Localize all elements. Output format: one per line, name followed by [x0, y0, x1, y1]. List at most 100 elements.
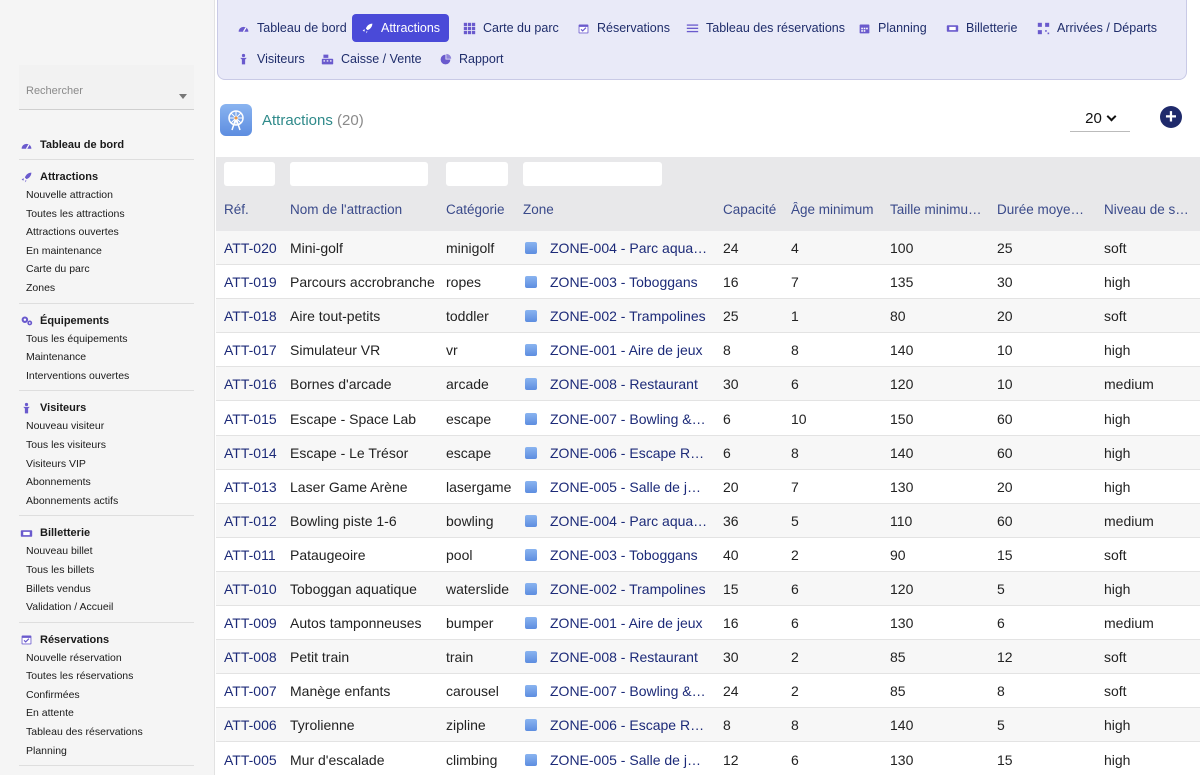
cell-ref-link[interactable]: ATT-009 — [224, 615, 277, 632]
sidebar-heading[interactable]: Équipements — [19, 312, 194, 330]
cell-zone-link[interactable]: ZONE-006 - Escape Rooms — [550, 717, 708, 734]
cell-zone-link[interactable]: ZONE-001 - Aire de jeux — [550, 342, 703, 359]
cell-ref-link[interactable]: ATT-005 — [224, 751, 277, 768]
cell-zone-link[interactable]: ZONE-004 - Parc aquatique — [550, 512, 708, 529]
cell-ref-link[interactable]: ATT-012 — [224, 512, 277, 529]
sidebar-item[interactable]: Tous les billets — [26, 563, 95, 576]
table-row[interactable]: ATT-007 Manège enfants carousel ZONE-007 - … — [216, 674, 1200, 709]
sidebar-item[interactable]: En maintenance — [26, 244, 102, 257]
cell-zone-link[interactable]: ZONE-006 - Escape Rooms — [550, 444, 708, 461]
sidebar-item[interactable]: Tableau des réservations — [26, 726, 143, 739]
column-header[interactable]: Capacité — [723, 202, 777, 217]
tab-reservations[interactable]: Réservations — [568, 14, 679, 42]
sidebar-heading[interactable]: Tableau de bord — [19, 136, 194, 154]
cell-ref-link[interactable]: ATT-016 — [224, 376, 277, 393]
cell-zone-link[interactable]: ZONE-007 - Bowling & Billard — [550, 410, 708, 427]
cell-zone-link[interactable]: ZONE-008 - Restaurant — [550, 376, 698, 393]
sidebar-item[interactable]: Zones — [26, 281, 56, 294]
column-header[interactable]: Catégorie — [446, 202, 505, 217]
sidebar-item[interactable]: Maintenance — [26, 351, 87, 364]
sidebar-item[interactable]: Tous les équipements — [26, 332, 128, 345]
sidebar-heading[interactable]: Billetterie — [19, 524, 194, 542]
sidebar-item[interactable]: Confirmées — [26, 688, 80, 701]
cell-ref-link[interactable]: ATT-007 — [224, 683, 277, 700]
column-header[interactable]: Nom de l'attraction — [290, 202, 403, 217]
tab-tableau-des-reservations[interactable]: Tableau des réservations — [677, 14, 854, 42]
sidebar-heading[interactable]: Attractions — [19, 168, 194, 186]
table-row[interactable]: ATT-013 Laser Game Arène lasergame ZONE-005… — [216, 470, 1200, 504]
sidebar-item[interactable]: Nouveau visiteur — [26, 420, 105, 433]
sidebar-item[interactable]: Interventions ouvertes — [26, 369, 130, 382]
tab-rapport[interactable]: Rapport — [430, 45, 512, 73]
column-header[interactable]: Durée moye… — [997, 202, 1085, 217]
table-row[interactable]: ATT-012 Bowling piste 1-6 bowling ZONE-004 … — [216, 503, 1200, 538]
sidebar-item[interactable]: Abonnements — [26, 476, 91, 489]
cell-ref-link[interactable]: ATT-019 — [224, 274, 277, 291]
filter-name[interactable] — [290, 162, 428, 186]
sidebar-item[interactable]: Tous les visiteurs — [26, 438, 106, 451]
sidebar-item[interactable]: Carte du parc — [26, 263, 90, 276]
cell-ref-link[interactable]: ATT-017 — [224, 342, 277, 359]
cell-zone-link[interactable]: ZONE-005 - Salle de jeux — [550, 751, 708, 768]
cell-ref-link[interactable]: ATT-011 — [224, 546, 276, 563]
table-row[interactable]: ATT-015 Escape - Space Lab escape ZONE-007 … — [216, 402, 1200, 436]
sidebar-search[interactable]: Rechercher — [19, 65, 194, 110]
cell-zone-link[interactable]: ZONE-007 - Bowling & Billard — [550, 683, 708, 700]
cell-ref-link[interactable]: ATT-015 — [224, 410, 277, 427]
table-row[interactable]: ATT-005 Mur d'escalade climbing ZONE-005 - … — [216, 743, 1200, 775]
tab-attractions[interactable]: Attractions — [352, 14, 450, 42]
sidebar-item[interactable]: Toutes les attractions — [26, 207, 125, 220]
cell-zone-link[interactable]: ZONE-002 - Trampolines — [550, 581, 706, 597]
sidebar-item[interactable]: En attente — [26, 707, 74, 720]
cell-ref-link[interactable]: ATT-018 — [224, 308, 277, 325]
cell-ref-link[interactable]: ATT-006 — [224, 717, 277, 734]
tab-tableau-de-bord[interactable]: Tableau de bord — [228, 14, 356, 42]
column-header[interactable]: Âge minimum — [791, 202, 874, 217]
table-row[interactable]: ATT-011 Pataugeoire pool ZONE-003 - Tobogga… — [216, 538, 1200, 572]
column-header[interactable]: Zone — [523, 202, 554, 217]
tab-billetterie[interactable]: Billetterie — [937, 14, 1026, 42]
sidebar-item[interactable]: Nouvelle attraction — [26, 189, 113, 201]
sidebar-item[interactable]: Toutes les réservations — [26, 670, 134, 683]
sidebar-item[interactable]: Nouvelle réservation — [26, 651, 122, 664]
tab-planning[interactable]: Planning — [849, 14, 936, 42]
table-row[interactable]: ATT-020 Mini-golf minigolf ZONE-004 - Parc … — [216, 231, 1200, 266]
filter-category[interactable] — [446, 162, 508, 186]
cell-ref-link[interactable]: ATT-008 — [224, 649, 277, 666]
sidebar-item[interactable]: Planning — [26, 744, 67, 757]
tab-visiteurs[interactable]: Visiteurs — [228, 45, 314, 73]
cell-zone-link[interactable]: ZONE-001 - Aire de jeux — [550, 615, 703, 632]
table-row[interactable]: ATT-010 Toboggan aquatique waterslide ZONE-… — [216, 572, 1200, 607]
sidebar-heading[interactable]: Visiteurs — [19, 399, 194, 417]
table-row[interactable]: ATT-008 Petit train train ZONE-008 - Restau… — [216, 640, 1200, 675]
tab-caisse-vente[interactable]: Caisse / Vente — [312, 45, 431, 73]
column-header[interactable]: Réf. — [224, 202, 249, 217]
filter-ref[interactable] — [224, 162, 275, 186]
sidebar-item[interactable]: Validation / Accueil — [26, 601, 114, 614]
cell-ref-link[interactable]: ATT-010 — [224, 581, 277, 597]
sidebar-item[interactable]: Billets vendus — [26, 582, 91, 595]
cell-zone-link[interactable]: ZONE-005 - Salle de jeux — [550, 478, 708, 495]
sidebar-item[interactable]: Abonnements actifs — [26, 494, 119, 507]
column-header[interactable]: Taille minimu… — [890, 202, 982, 217]
table-row[interactable]: ATT-018 Aire tout-petits toddler ZONE-002 -… — [216, 299, 1200, 334]
sidebar-item[interactable]: Nouveau billet — [26, 545, 93, 558]
table-row[interactable]: ATT-017 Simulateur VR vr ZONE-001 - Aire de… — [216, 333, 1200, 368]
cell-zone-link[interactable]: ZONE-003 - Toboggans — [550, 274, 698, 291]
table-row[interactable]: ATT-014 Escape - Le Trésor escape ZONE-006 … — [216, 435, 1200, 470]
tab-arrivees-departs[interactable]: Arrivées / Départs — [1028, 14, 1166, 42]
table-row[interactable]: ATT-006 Tyrolienne zipline ZONE-006 - Escap… — [216, 708, 1200, 743]
sidebar-item[interactable]: Visiteurs VIP — [26, 457, 86, 470]
column-header[interactable]: Niveau de s… — [1104, 202, 1189, 217]
sidebar-heading[interactable]: Réservations — [19, 631, 194, 649]
cell-ref-link[interactable]: ATT-020 — [224, 240, 277, 256]
table-row[interactable]: ATT-019 Parcours accrobranche ropes ZONE-00… — [216, 265, 1200, 300]
cell-zone-link[interactable]: ZONE-008 - Restaurant — [550, 649, 698, 666]
add-attraction-button[interactable]: + — [1160, 106, 1182, 128]
table-row[interactable]: ATT-009 Autos tamponneuses bumper ZONE-001 … — [216, 606, 1200, 641]
table-row[interactable]: ATT-016 Bornes d'arcade arcade ZONE-008 - R… — [216, 367, 1200, 402]
cell-zone-link[interactable]: ZONE-002 - Trampolines — [550, 308, 706, 325]
page-size-select[interactable]: 20 — [1070, 106, 1130, 132]
cell-ref-link[interactable]: ATT-014 — [224, 444, 277, 461]
cell-ref-link[interactable]: ATT-013 — [224, 478, 277, 495]
